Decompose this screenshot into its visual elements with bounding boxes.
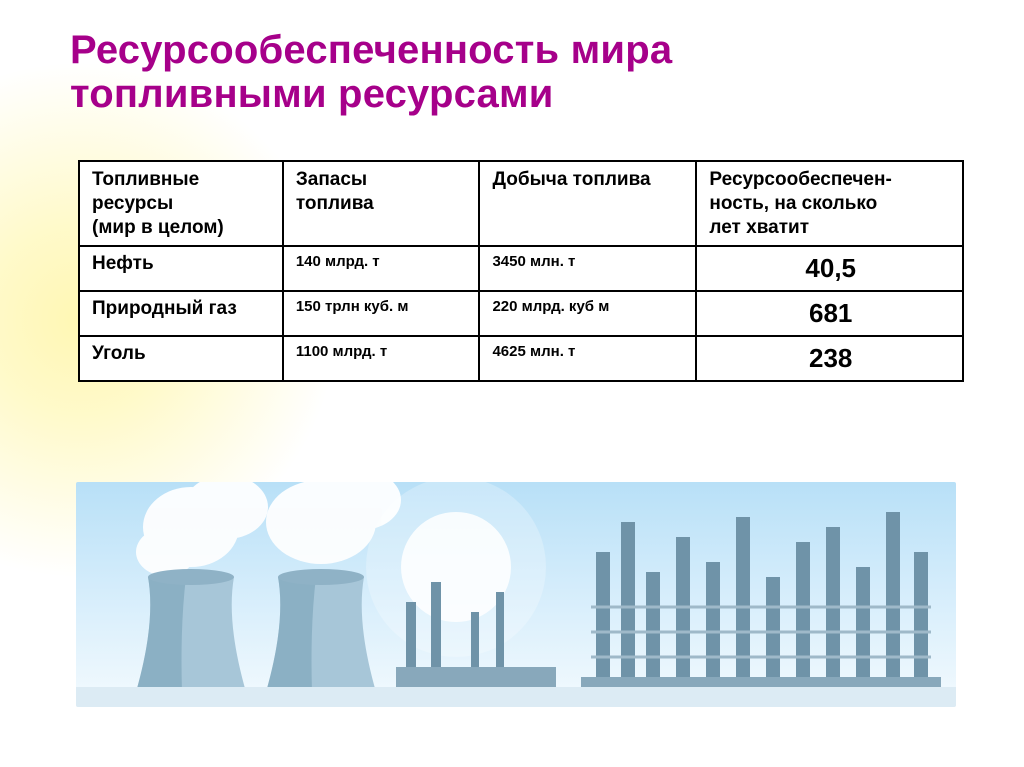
- table-header-row: Топливные ресурсы (мир в целом) Запасы т…: [79, 161, 963, 246]
- industrial-svg: [76, 482, 956, 707]
- slide-content: Ресурсообеспеченность мира топливными ре…: [0, 0, 1024, 767]
- cell-reserves: 1100 млрд. т: [283, 336, 480, 381]
- hdr-text: ность, на сколько: [709, 193, 877, 214]
- slide-title: Ресурсообеспеченность мира топливными ре…: [70, 28, 964, 116]
- cell-years: 40,5: [696, 246, 963, 291]
- cell-reserves: 140 млрд. т: [283, 246, 480, 291]
- row-label-gas: Природный газ: [79, 291, 283, 336]
- table-row: Нефть 140 млрд. т 3450 млн. т 40,5: [79, 246, 963, 291]
- cell-reserves: 150 трлн куб. м: [283, 291, 480, 336]
- row-label-coal: Уголь: [79, 336, 283, 381]
- col-header-reserves: Запасы топлива: [283, 161, 480, 246]
- table-row: Уголь 1100 млрд. т 4625 млн. т 238: [79, 336, 963, 381]
- fuel-resources-table: Топливные ресурсы (мир в целом) Запасы т…: [78, 160, 964, 382]
- col-header-production: Добыча топлива: [479, 161, 696, 246]
- cell-production: 4625 млн. т: [479, 336, 696, 381]
- cell-years: 238: [696, 336, 963, 381]
- cell-years: 681: [696, 291, 963, 336]
- hdr-text: Топливные: [92, 169, 199, 190]
- hdr-text: топлива: [296, 193, 374, 214]
- cell-production: 3450 млн. т: [479, 246, 696, 291]
- hdr-text: Запасы: [296, 169, 367, 190]
- hdr-text: (мир в целом): [92, 217, 224, 238]
- hdr-text: Ресурсообеспечен-: [709, 169, 891, 190]
- row-label-oil: Нефть: [79, 246, 283, 291]
- hdr-text: Добыча топлива: [492, 169, 650, 190]
- col-header-years: Ресурсообеспечен- ность, на сколько лет …: [696, 161, 963, 246]
- title-line-2: топливными ресурсами: [70, 72, 554, 116]
- industrial-illustration: [76, 482, 956, 707]
- hdr-text: лет хватит: [709, 217, 809, 238]
- hdr-text: ресурсы: [92, 193, 173, 214]
- col-header-resources: Топливные ресурсы (мир в целом): [79, 161, 283, 246]
- cell-production: 220 млрд. куб м: [479, 291, 696, 336]
- table-row: Природный газ 150 трлн куб. м 220 млрд. …: [79, 291, 963, 336]
- title-line-1: Ресурсообеспеченность мира: [70, 28, 672, 72]
